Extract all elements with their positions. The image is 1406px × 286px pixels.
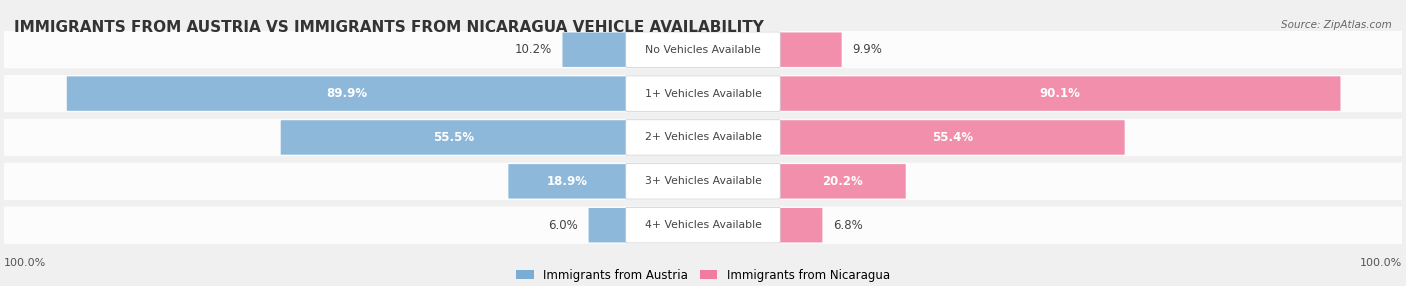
Text: 9.9%: 9.9% xyxy=(852,43,882,56)
Text: No Vehicles Available: No Vehicles Available xyxy=(645,45,761,55)
FancyBboxPatch shape xyxy=(281,120,626,155)
FancyBboxPatch shape xyxy=(626,208,780,243)
FancyBboxPatch shape xyxy=(4,31,1402,68)
Text: 18.9%: 18.9% xyxy=(547,175,588,188)
Text: 100.0%: 100.0% xyxy=(1360,257,1402,267)
FancyBboxPatch shape xyxy=(4,75,1402,112)
FancyBboxPatch shape xyxy=(4,163,1402,200)
Text: 1+ Vehicles Available: 1+ Vehicles Available xyxy=(644,89,762,99)
Text: 10.2%: 10.2% xyxy=(515,43,553,56)
Text: 4+ Vehicles Available: 4+ Vehicles Available xyxy=(644,220,762,230)
Text: 55.4%: 55.4% xyxy=(932,131,973,144)
FancyBboxPatch shape xyxy=(562,33,626,67)
FancyBboxPatch shape xyxy=(626,32,780,67)
FancyBboxPatch shape xyxy=(4,206,1402,244)
Text: IMMIGRANTS FROM AUSTRIA VS IMMIGRANTS FROM NICARAGUA VEHICLE AVAILABILITY: IMMIGRANTS FROM AUSTRIA VS IMMIGRANTS FR… xyxy=(14,20,763,35)
FancyBboxPatch shape xyxy=(780,33,842,67)
Text: 3+ Vehicles Available: 3+ Vehicles Available xyxy=(644,176,762,186)
FancyBboxPatch shape xyxy=(589,208,626,243)
FancyBboxPatch shape xyxy=(780,76,1340,111)
FancyBboxPatch shape xyxy=(780,120,1125,155)
Text: 20.2%: 20.2% xyxy=(823,175,863,188)
Text: Source: ZipAtlas.com: Source: ZipAtlas.com xyxy=(1281,20,1392,30)
FancyBboxPatch shape xyxy=(780,208,823,243)
FancyBboxPatch shape xyxy=(626,164,780,199)
FancyBboxPatch shape xyxy=(66,76,626,111)
Text: 89.9%: 89.9% xyxy=(326,87,367,100)
FancyBboxPatch shape xyxy=(780,164,905,198)
Text: 90.1%: 90.1% xyxy=(1039,87,1080,100)
FancyBboxPatch shape xyxy=(626,120,780,155)
Text: 6.0%: 6.0% xyxy=(548,219,578,232)
Legend: Immigrants from Austria, Immigrants from Nicaragua: Immigrants from Austria, Immigrants from… xyxy=(512,264,894,286)
Text: 2+ Vehicles Available: 2+ Vehicles Available xyxy=(644,132,762,142)
Text: 100.0%: 100.0% xyxy=(4,257,46,267)
FancyBboxPatch shape xyxy=(626,76,780,111)
Text: 6.8%: 6.8% xyxy=(832,219,862,232)
FancyBboxPatch shape xyxy=(509,164,626,198)
FancyBboxPatch shape xyxy=(4,119,1402,156)
Text: 55.5%: 55.5% xyxy=(433,131,474,144)
